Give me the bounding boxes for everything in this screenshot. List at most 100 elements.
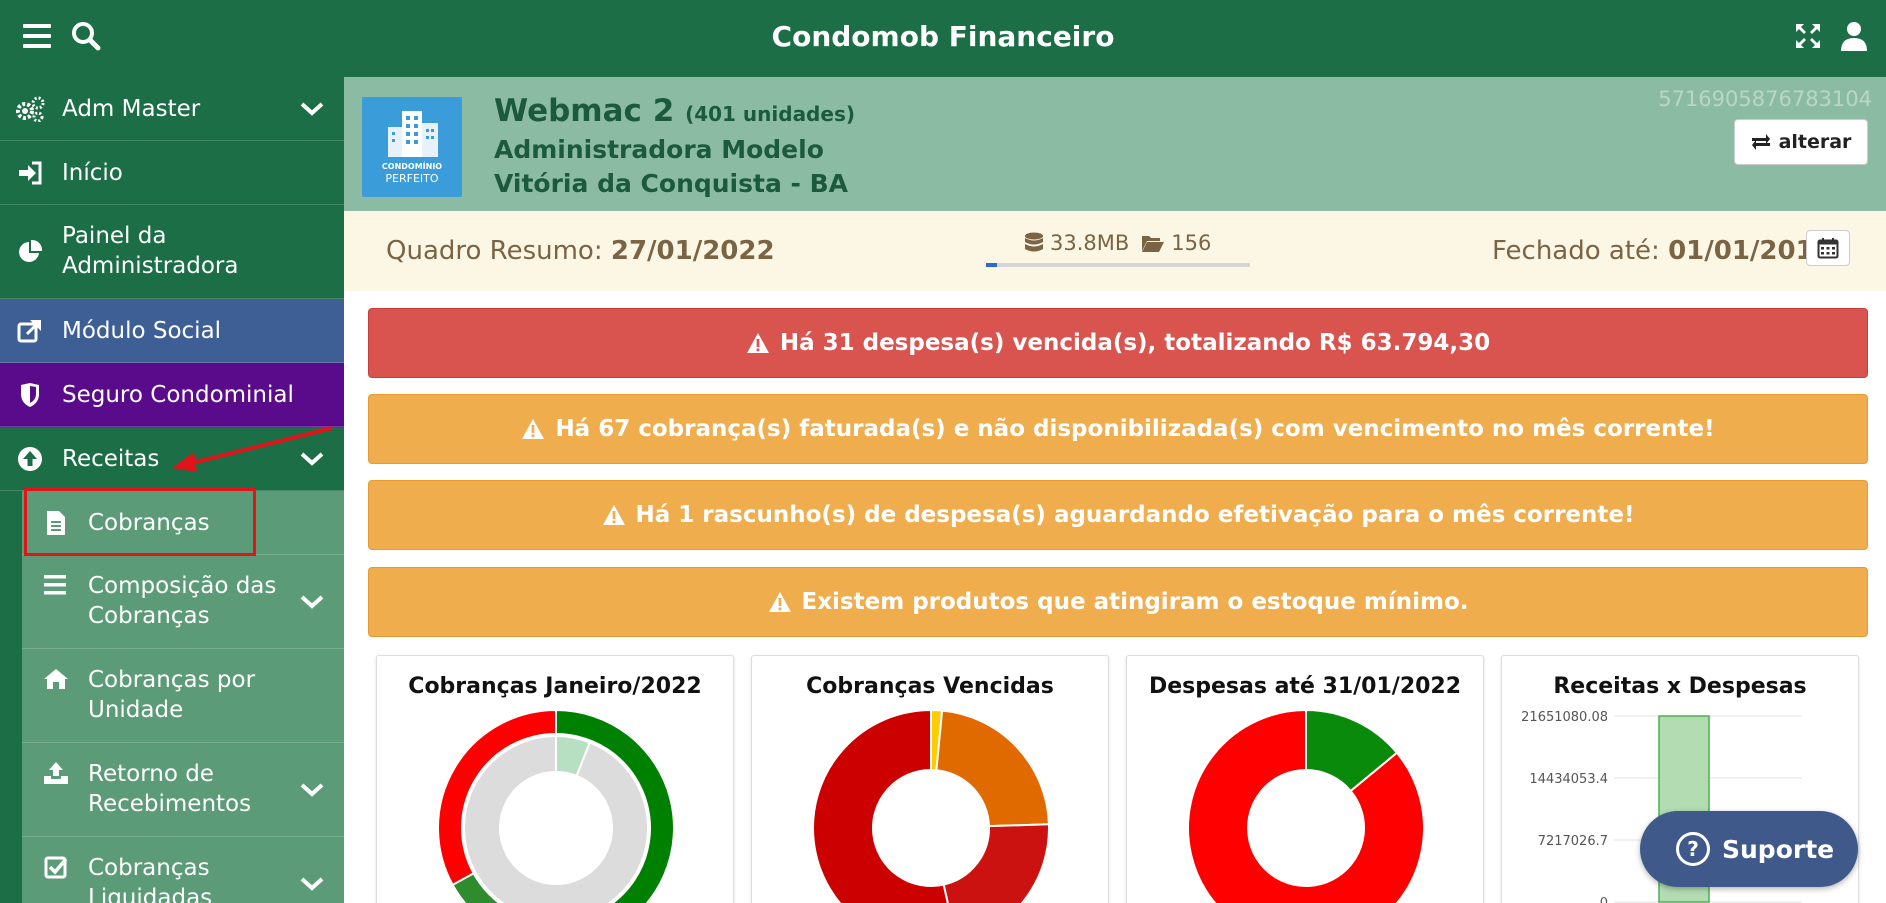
- label-line: Unidade: [88, 697, 184, 723]
- label-line: Cobranças por: [88, 667, 256, 693]
- donut-chart-cobrancas-vencidas[interactable]: [752, 656, 1109, 903]
- quadro-date: 27/01/2022: [610, 236, 775, 266]
- search-icon[interactable]: [68, 18, 104, 54]
- chevron-down-icon[interactable]: [298, 870, 326, 898]
- chevron-down-icon[interactable]: [298, 445, 326, 473]
- y-tick-label: 7217026.7: [1538, 834, 1608, 849]
- chart-card-cobrancas-vencidas: Cobranças Vencidas: [751, 655, 1109, 903]
- calendar-button[interactable]: [1806, 230, 1850, 266]
- bars-icon: [40, 569, 72, 601]
- suporte-label: Suporte: [1722, 834, 1835, 864]
- sidebar-item-painel[interactable]: Painel da Administradora: [0, 205, 344, 299]
- label-line: Liquidadas: [88, 885, 213, 903]
- database-icon: [1025, 232, 1043, 252]
- hamburger-menu-icon[interactable]: [20, 18, 56, 54]
- storage-progress-fill: [986, 263, 997, 267]
- alert-rascunho-despesa[interactable]: Há 1 rascunho(s) de despesa(s) aguardand…: [368, 480, 1868, 550]
- shield-icon: [14, 379, 46, 411]
- pie-slice-2[interactable]: [942, 823, 1050, 903]
- condo-title: Webmac 2: [494, 93, 675, 129]
- chart-title: Cobranças Vencidas: [806, 674, 1054, 699]
- inner-ring-slice-1[interactable]: [463, 734, 649, 903]
- upload-icon: [40, 757, 72, 789]
- sidebar-item-label: Painel da Administradora: [62, 221, 238, 281]
- folder-count: 156: [1171, 231, 1212, 255]
- submenu-rail: [0, 490, 22, 903]
- chevron-down-icon[interactable]: [298, 588, 326, 616]
- chevron-down-icon[interactable]: [298, 776, 326, 804]
- external-link-icon: [14, 315, 46, 347]
- chevron-down-icon[interactable]: [298, 95, 326, 123]
- condo-admin: Administradora Modelo: [494, 135, 824, 164]
- label-line: Recebimentos: [88, 791, 252, 817]
- chart-card-cobrancas-janeiro: Cobranças Janeiro/2022: [376, 655, 734, 903]
- sidebar-item-modulo-social[interactable]: Módulo Social: [0, 299, 344, 363]
- sidebar-item-inicio[interactable]: Início: [0, 141, 344, 205]
- alert-cobrancas-faturadas[interactable]: Há 67 cobrança(s) faturada(s) e não disp…: [368, 394, 1868, 464]
- pie-slice-1[interactable]: [935, 709, 1050, 828]
- sidebar-subitem-por-unidade[interactable]: Cobranças por Unidade: [22, 649, 344, 743]
- condo-logo: CONDOMÍNIO PERFEITO: [362, 97, 462, 197]
- sidebar-item-label: Cobranças: [88, 509, 210, 536]
- donut-chart-despesas[interactable]: [1127, 656, 1484, 903]
- y-tick-label: 0: [1600, 896, 1608, 903]
- label-line: Retorno de: [88, 761, 214, 787]
- suporte-button[interactable]: ? Suporte: [1640, 811, 1858, 887]
- alert-text: Existem produtos que atingiram o estoque…: [801, 589, 1469, 615]
- sidebar-subitem-retorno[interactable]: Retorno de Recebimentos: [22, 743, 344, 837]
- file-icon: [40, 507, 72, 539]
- outer-ring-slice-2[interactable]: [437, 708, 557, 887]
- label-line: Administradora: [62, 253, 239, 279]
- pie-slice-3[interactable]: [812, 708, 957, 903]
- label-line: Cobranças: [88, 855, 210, 881]
- quadro-resumo: Quadro Resumo: 27/01/2022: [386, 236, 775, 266]
- sidebar-subitem-liquidadas[interactable]: Cobranças Liquidadas: [22, 837, 344, 903]
- storage-progress: [986, 263, 1250, 267]
- condo-name: Webmac 2 (401 unidades): [494, 93, 855, 129]
- pie-slice-1[interactable]: [1187, 708, 1425, 903]
- sidebar-item-receitas[interactable]: Receitas: [0, 427, 344, 491]
- alterar-button[interactable]: alterar: [1734, 119, 1868, 165]
- chart-title: Receitas x Despesas: [1553, 674, 1807, 699]
- question-circle-icon: ?: [1676, 832, 1710, 866]
- folder-open-icon: [1142, 236, 1165, 252]
- user-icon[interactable]: [1836, 18, 1872, 54]
- logo-text: CONDOMÍNIO: [381, 162, 443, 171]
- condo-header: CONDOMÍNIO PERFEITO Webmac 2 (401 unidad…: [344, 77, 1886, 211]
- storage-info: 33.8MB 156: [1024, 231, 1211, 255]
- home-icon: [40, 663, 72, 695]
- sidebar-item-label: Receitas: [62, 445, 160, 472]
- storage-size: 33.8MB: [1050, 231, 1130, 255]
- alert-text: Há 1 rascunho(s) de despesa(s) aguardand…: [635, 502, 1635, 528]
- warning-icon: [746, 333, 769, 353]
- calendar-icon: [1817, 238, 1839, 259]
- sidebar-subitem-cobrancas[interactable]: Cobranças: [22, 491, 344, 555]
- donut-chart-cobrancas-janeiro[interactable]: [377, 656, 734, 903]
- top-bar: Condomob Financeiro: [0, 0, 1886, 77]
- fechado-date: 01/01/2015: [1668, 236, 1832, 266]
- arrow-circle-up-icon: [14, 443, 46, 475]
- fullscreen-icon[interactable]: [1790, 18, 1826, 54]
- chart-card-despesas: Despesas até 31/01/2022: [1126, 655, 1484, 903]
- sidebar-item-adm-master[interactable]: Adm Master: [0, 77, 344, 141]
- outer-ring-slice-0[interactable]: [555, 708, 675, 903]
- sidebar: Adm Master Início Painel da Administrado…: [0, 77, 344, 903]
- label-line: Painel da: [62, 223, 167, 249]
- summary-bar: Quadro Resumo: 27/01/2022 33.8MB 156 Fec…: [344, 211, 1886, 291]
- sidebar-item-label: Cobranças por Unidade: [88, 665, 255, 725]
- highlight-box: [24, 488, 256, 556]
- sign-in-icon: [14, 157, 46, 189]
- sidebar-item-label: Cobranças Liquidadas: [88, 853, 212, 903]
- sidebar-item-seguro[interactable]: Seguro Condominial: [0, 363, 344, 427]
- pie-chart-icon: [14, 236, 46, 268]
- chart-title: Cobranças Janeiro/2022: [408, 674, 702, 699]
- condo-code: 571690587678310​4: [1658, 87, 1872, 111]
- fechado-label: Fechado até:: [1492, 236, 1660, 266]
- sidebar-subitem-composicao[interactable]: Composição das Cobranças: [22, 555, 344, 649]
- alert-despesas-vencidas[interactable]: Há 31 despesa(s) vencida(s), totalizando…: [368, 308, 1868, 378]
- warning-icon: [522, 419, 545, 439]
- y-tick-label: 14434053.4: [1529, 772, 1608, 787]
- sidebar-item-label: Início: [62, 159, 123, 186]
- alert-estoque-minimo[interactable]: Existem produtos que atingiram o estoque…: [368, 567, 1868, 637]
- condo-city: Vitória da Conquista - BA: [494, 169, 849, 198]
